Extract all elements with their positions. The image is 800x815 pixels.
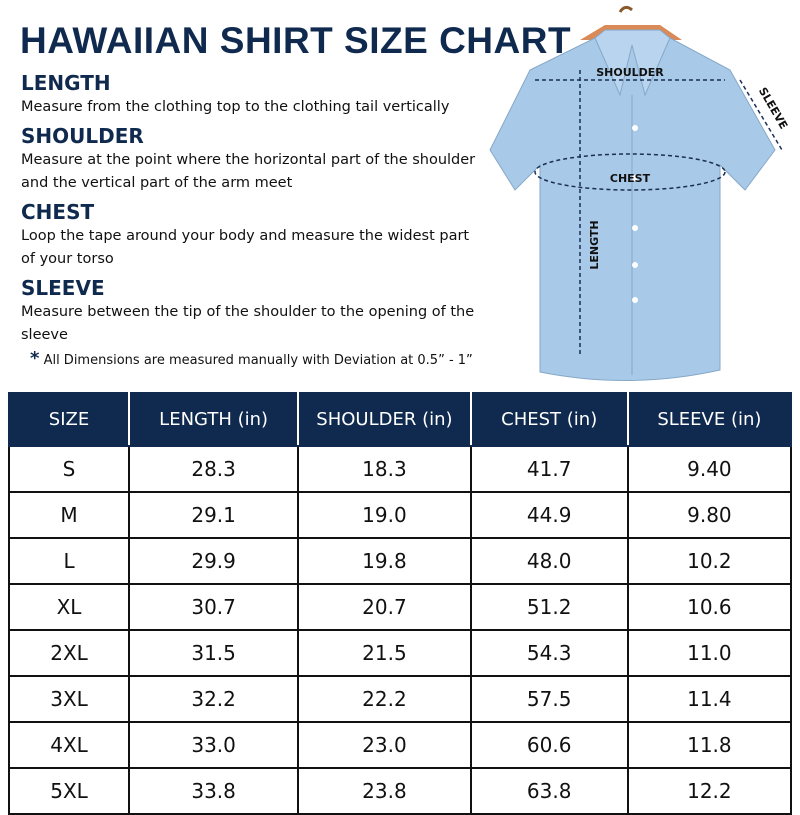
chest-line: [534, 153, 726, 191]
table-row: 4XL 33.0 23.0 60.6 11.8: [7, 721, 793, 769]
section: CHEST Loop the tape around your body and …: [21, 199, 491, 271]
table-cell: 21.5: [297, 629, 472, 677]
instructions: LENGTH Measure from the clothing top to t…: [21, 70, 491, 351]
table-row: XL 30.7 20.7 51.2 10.6: [7, 583, 793, 631]
table-cell: S: [7, 445, 131, 493]
section-text: Loop the tape around your body and measu…: [21, 228, 470, 267]
header-cell: SHOULDER (in): [297, 392, 472, 447]
table-row: 3XL 32.2 22.2 57.5 11.4: [7, 675, 793, 723]
header-row: SIZE LENGTH (in) SHOULDER (in) CHEST (in) SL…: [7, 392, 793, 447]
section-text: Measure from the clothing top to the clo…: [21, 99, 450, 115]
table-cell: 54.3: [469, 629, 629, 677]
note: * All Dimensions are measured manually w…: [30, 348, 473, 369]
table-cell: 19.8: [297, 537, 472, 585]
table-cell: 32.2: [128, 675, 300, 723]
section-heading: SLEEVE: [21, 276, 105, 300]
note-text: All Dimensions are measured manually wit…: [43, 353, 473, 368]
table-cell: 51.2: [469, 583, 629, 631]
table-cell: 2XL: [7, 629, 131, 677]
table-cell: 31.5: [128, 629, 300, 677]
table-cell: 11.8: [626, 721, 793, 769]
length-label: LENGTH: [588, 220, 601, 269]
table-cell: 11.4: [626, 675, 793, 723]
table-row: 5XL 33.8 23.8 63.8 12.2: [7, 767, 793, 815]
shoulder-label: SHOULDER: [596, 66, 664, 79]
table-cell: 41.7: [469, 445, 629, 493]
table-cell: 29.9: [128, 537, 300, 585]
table-cell: 57.5: [469, 675, 629, 723]
table-cell: 60.6: [469, 721, 629, 769]
table-cell: 23.8: [297, 767, 472, 815]
table-cell: 10.6: [626, 583, 793, 631]
section: SLEEVE Measure between the tip of the sho…: [21, 275, 491, 347]
table-row: L 29.9 19.8 48.0 10.2: [7, 537, 793, 585]
header-cell: CHEST (in): [469, 392, 629, 447]
buttons: [632, 125, 638, 303]
size-table: SIZE LENGTH (in) SHOULDER (in) CHEST (in) SL…: [7, 392, 793, 815]
table-cell: 20.7: [297, 583, 472, 631]
title: HAWAIIAN SHIRT SIZE CHART: [20, 20, 572, 61]
table-cell: L: [7, 537, 131, 585]
header-cell: LENGTH (in): [128, 392, 300, 447]
note-marker: *: [30, 348, 40, 369]
table-cell: 30.7: [128, 583, 300, 631]
table-cell: 29.1: [128, 491, 300, 539]
table-cell: 9.80: [626, 491, 793, 539]
table-cell: 11.0: [626, 629, 793, 677]
collar: [594, 29, 671, 97]
section-heading: LENGTH: [21, 71, 111, 95]
table-cell: 3XL: [7, 675, 131, 723]
table-cell: 22.2: [297, 675, 472, 723]
hanger: [618, 5, 633, 13]
table-cell: M: [7, 491, 131, 539]
table-cell: 19.0: [297, 491, 472, 539]
section-text: Measure between the tip of the shoulder …: [21, 304, 475, 343]
section: LENGTH Measure from the clothing top to t…: [21, 70, 491, 119]
shirt-diagram: SHOULDER CHEST LENGTH SLEEVE: [489, 5, 790, 381]
table-cell: 63.8: [469, 767, 629, 815]
section: SHOULDER Measure at the point where the h…: [21, 123, 491, 195]
header-cell: SLEEVE (in): [626, 392, 793, 447]
table-cell: 5XL: [7, 767, 131, 815]
table-cell: 9.40: [626, 445, 793, 493]
table-cell: 48.0: [469, 537, 629, 585]
table-cell: 28.3: [128, 445, 300, 493]
table-row: S 28.3 18.3 41.7 9.40: [7, 445, 793, 493]
section-heading: CHEST: [21, 200, 95, 224]
table-cell: 4XL: [7, 721, 131, 769]
chest-label: CHEST: [610, 172, 651, 185]
table-cell: 12.2: [626, 767, 793, 815]
table-cell: 33.8: [128, 767, 300, 815]
table-row: 2XL 31.5 21.5 54.3 11.0: [7, 629, 793, 677]
table-cell: 10.2: [626, 537, 793, 585]
table-cell: 18.3: [297, 445, 472, 493]
table-cell: 44.9: [469, 491, 629, 539]
table-cell: XL: [7, 583, 131, 631]
table-cell: 23.0: [297, 721, 472, 769]
table-row: M 29.1 19.0 44.9 9.80: [7, 491, 793, 539]
header-cell: SIZE: [7, 392, 131, 447]
table-cell: 33.0: [128, 721, 300, 769]
section-heading: SHOULDER: [21, 124, 144, 148]
section-text: Measure at the point where the horizonta…: [21, 152, 476, 191]
